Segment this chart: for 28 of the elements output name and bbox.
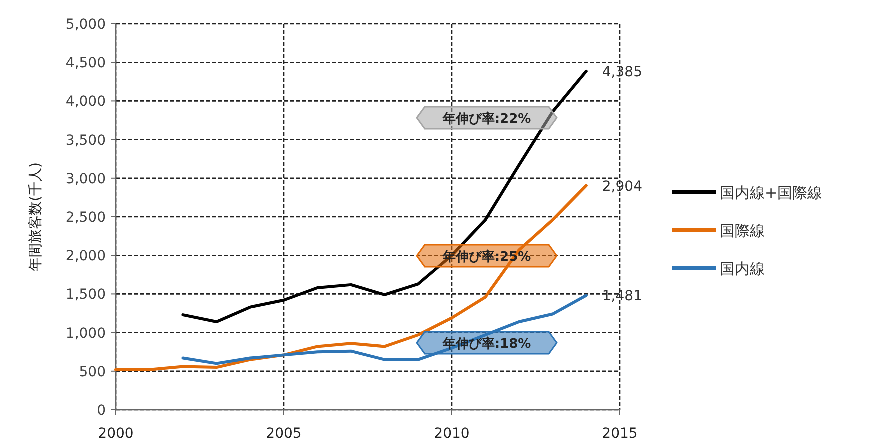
y-tick-label: 2,500	[66, 210, 106, 226]
x-tick-label: 2005	[266, 426, 302, 442]
annotation: 年伸び率:22%	[442, 111, 532, 127]
data-label: 4,385	[602, 64, 642, 80]
y-tick-label: 3,000	[66, 171, 106, 188]
legend-label: 国内線+国際線	[720, 184, 823, 202]
y-tick-label: 4,000	[66, 94, 106, 110]
legend-label: 国内線	[720, 260, 765, 278]
legend-label: 国際線	[720, 222, 765, 240]
line-series	[182, 294, 588, 366]
y-tick-label: 2,000	[66, 248, 106, 265]
y-tick-label: 3,500	[66, 132, 106, 149]
data-label: 2,904	[602, 178, 643, 195]
annotation: 年伸び率:25%	[442, 249, 532, 265]
line-series	[182, 70, 588, 324]
data-label: 1,481	[602, 288, 642, 305]
y-tick-label: 1,500	[66, 287, 106, 304]
annotation: 年伸び率:18%	[442, 336, 532, 352]
y-tick-label: 1,000	[66, 326, 106, 342]
x-tick-label: 2015	[602, 426, 638, 442]
line-series	[114, 184, 588, 372]
y-tick-label: 5,000	[66, 17, 106, 33]
y-axis-title: 年間旅客数(千人)	[28, 162, 44, 272]
y-tick-label: 4,500	[66, 56, 106, 72]
y-tick-label: 0	[97, 403, 106, 419]
y-tick-label: 500	[79, 364, 106, 380]
x-tick-label: 2010	[434, 426, 470, 442]
x-tick-label: 2000	[98, 426, 134, 442]
